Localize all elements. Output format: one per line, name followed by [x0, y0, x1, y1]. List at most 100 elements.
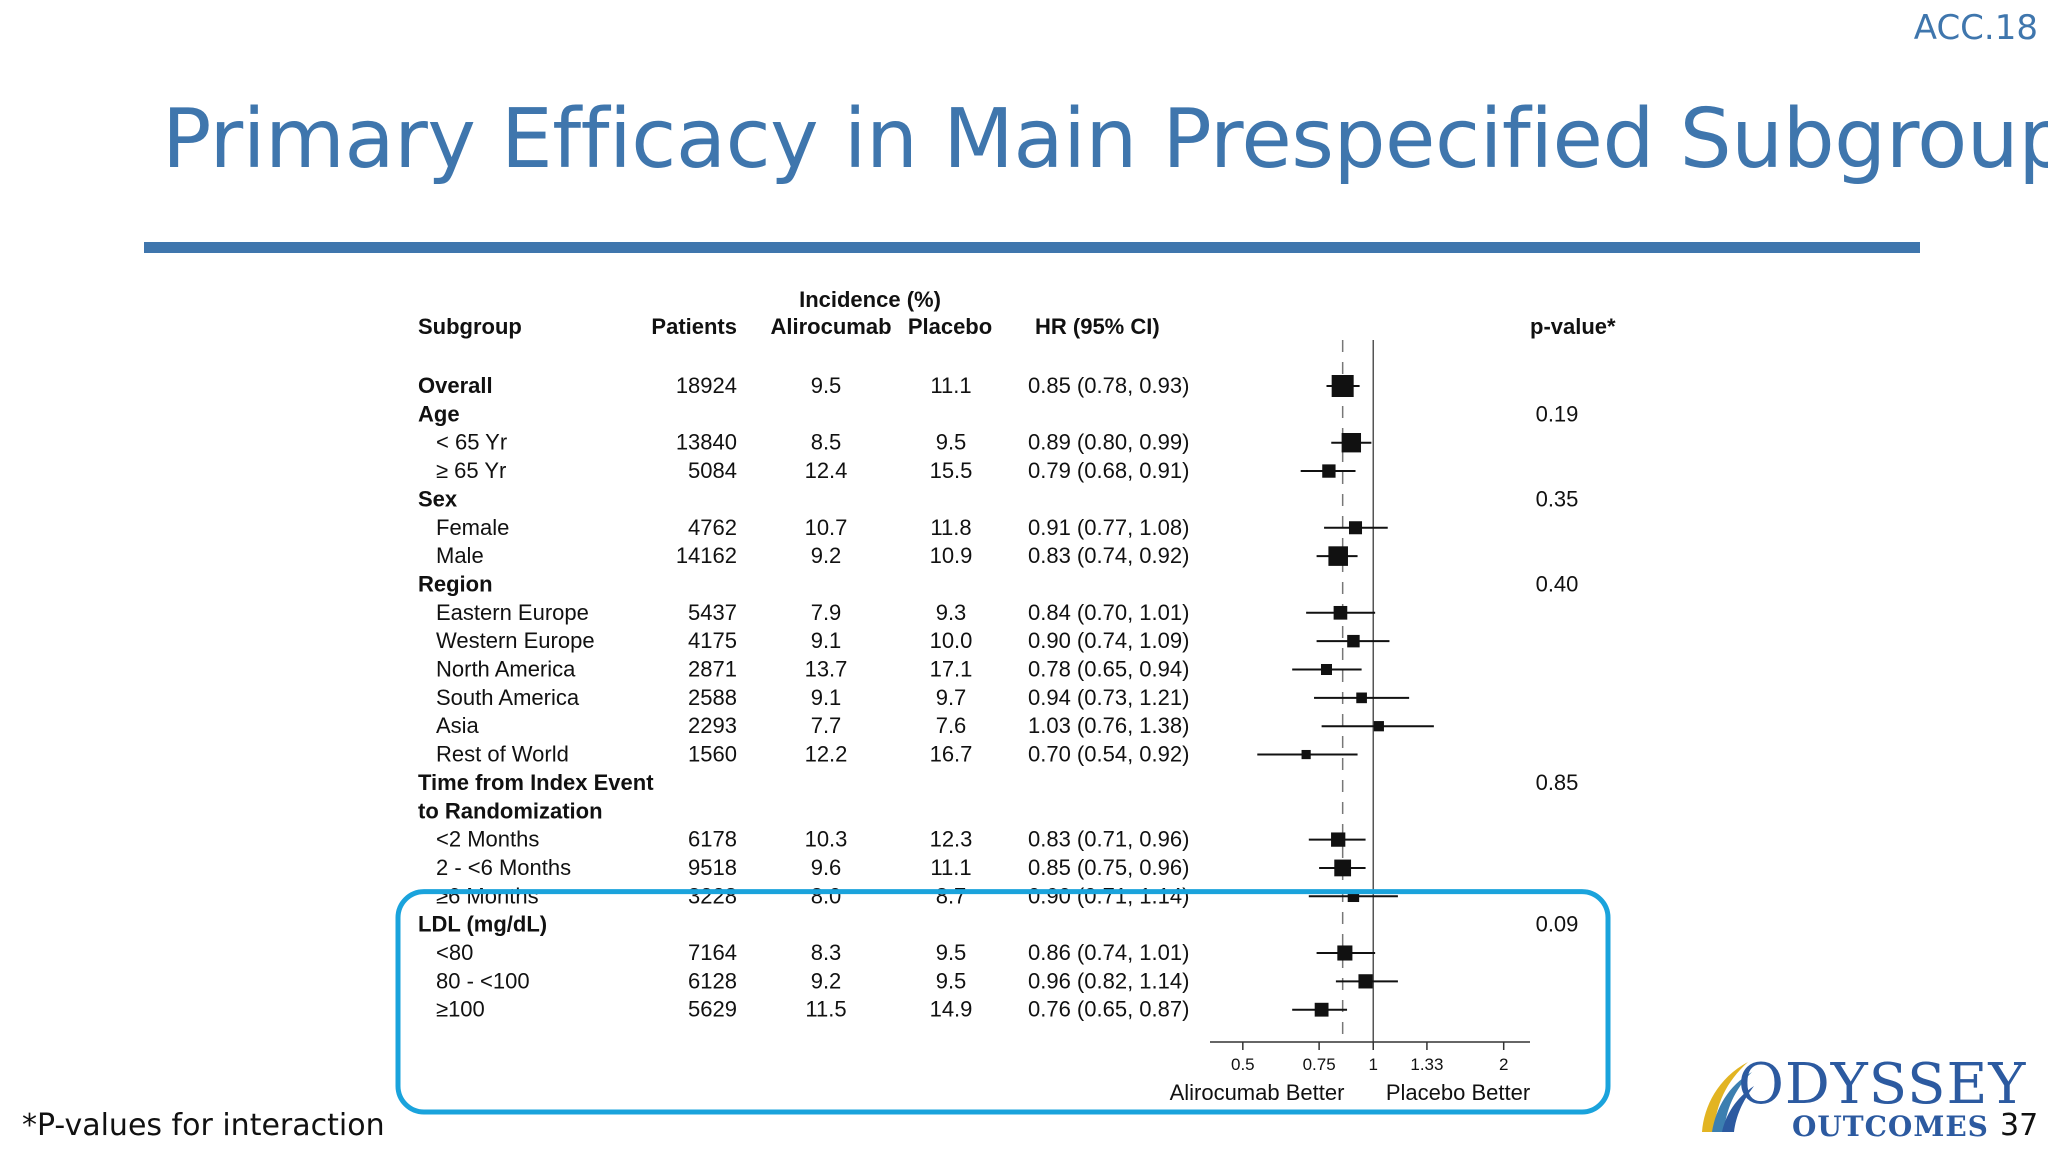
row-label: Eastern Europe — [436, 600, 589, 625]
header-hr: HR (95% CI) — [1035, 314, 1160, 339]
row-hr-ci: 0.70 (0.54, 0.92) — [1028, 742, 1189, 767]
row-alirocumab-incidence: 7.7 — [811, 713, 842, 738]
row-hr-ci: 0.94 (0.73, 1.21) — [1028, 685, 1189, 710]
row-patients: 5084 — [688, 458, 737, 483]
row-patients: 5437 — [688, 600, 737, 625]
row-hr-ci: 0.90 (0.74, 1.09) — [1028, 628, 1189, 653]
hr-point — [1373, 721, 1384, 732]
header-pvalue: p-value* — [1530, 314, 1616, 339]
row-hr-ci: 0.90 (0.71, 1.14) — [1028, 883, 1189, 908]
row-pvalue: 0.19 — [1536, 401, 1579, 426]
header-alirocumab: Alirocumab — [770, 314, 891, 339]
row-heading: Overall — [418, 373, 493, 398]
row-placebo-incidence: 9.5 — [936, 940, 967, 965]
header-placebo: Placebo — [908, 314, 992, 339]
hr-point — [1320, 663, 1333, 676]
x-axis-tick-label: 1 — [1369, 1055, 1378, 1074]
row-heading: Sex — [418, 486, 458, 511]
row-alirocumab-incidence: 8.5 — [811, 430, 842, 455]
row-hr-ci: 0.83 (0.71, 0.96) — [1028, 827, 1189, 852]
row-heading: Time from Index Event — [418, 770, 654, 795]
hr-point — [1337, 945, 1353, 961]
row-hr-ci: 0.85 (0.75, 0.96) — [1028, 855, 1189, 880]
conference-tag: ACC.18 — [1913, 8, 2038, 48]
row-alirocumab-incidence: 13.7 — [805, 657, 848, 682]
row-hr-ci: 0.78 (0.65, 0.94) — [1028, 657, 1189, 682]
row-patients: 18924 — [676, 373, 737, 398]
row-placebo-incidence: 15.5 — [930, 458, 973, 483]
row-alirocumab-incidence: 9.2 — [811, 543, 842, 568]
row-patients: 2293 — [688, 713, 737, 738]
row-pvalue: 0.09 — [1536, 912, 1579, 937]
slide-title: Primary Efficacy in Main Prespecified Su… — [162, 92, 2048, 187]
page-number: 37 — [2000, 1108, 2039, 1143]
hr-point — [1331, 375, 1354, 397]
row-patients: 6128 — [688, 968, 737, 993]
axis-label-alirocumab-better: Alirocumab Better — [1170, 1080, 1345, 1105]
row-placebo-incidence: 10.9 — [930, 543, 973, 568]
row-placebo-incidence: 9.5 — [936, 430, 967, 455]
hr-point — [1333, 605, 1348, 620]
row-placebo-incidence: 9.7 — [936, 685, 967, 710]
row-label: Male — [436, 543, 484, 568]
row-label: North America — [436, 657, 576, 682]
row-label: <2 Months — [436, 827, 539, 852]
row-patients: 6178 — [688, 827, 737, 852]
row-heading: to Randomization — [418, 798, 603, 823]
hr-point — [1322, 464, 1336, 478]
forest-plot-marks — [395, 340, 1611, 1115]
hr-point — [1348, 521, 1363, 535]
row-hr-ci: 0.86 (0.74, 1.01) — [1028, 940, 1189, 965]
row-placebo-incidence: 17.1 — [930, 657, 973, 682]
row-hr-ci: 0.85 (0.78, 0.93) — [1028, 373, 1189, 398]
row-alirocumab-incidence: 12.2 — [805, 742, 848, 767]
row-label: South America — [436, 685, 580, 710]
x-axis-tick-label: 1.33 — [1410, 1055, 1443, 1074]
row-label: ≥6 Months — [436, 883, 539, 908]
row-alirocumab-incidence: 10.3 — [805, 827, 848, 852]
row-placebo-incidence: 14.9 — [930, 997, 973, 1022]
row-alirocumab-incidence: 7.9 — [811, 600, 842, 625]
row-label: ≥ 65 Yr — [436, 458, 506, 483]
forest-plot-axis: 0.5 0.75 1 1.33 2 Alirocumab Better Placebo Be… — [1170, 1041, 1530, 1105]
hr-point — [1314, 1002, 1329, 1017]
header-incidence: Incidence (%) — [799, 287, 941, 312]
row-alirocumab-incidence: 9.5 — [811, 373, 842, 398]
row-placebo-incidence: 9.5 — [936, 968, 967, 993]
hr-point — [1328, 546, 1348, 566]
logo-line1: ODYSSEY — [1738, 1052, 2027, 1117]
row-placebo-incidence: 8.7 — [936, 883, 967, 908]
row-patients: 1560 — [688, 742, 737, 767]
hr-point — [1331, 832, 1346, 847]
row-placebo-incidence: 12.3 — [930, 827, 973, 852]
row-hr-ci: 0.91 (0.77, 1.08) — [1028, 515, 1189, 540]
hr-point — [1347, 890, 1360, 903]
row-label: Rest of World — [436, 742, 569, 767]
row-patients: 2588 — [688, 685, 737, 710]
title-divider — [144, 242, 1920, 253]
row-hr-ci: 0.89 (0.80, 0.99) — [1028, 430, 1189, 455]
row-hr-ci: 1.03 (0.76, 1.38) — [1028, 713, 1189, 738]
row-placebo-incidence: 11.1 — [930, 855, 971, 880]
row-label: < 65 Yr — [436, 430, 507, 455]
row-alirocumab-incidence: 12.4 — [805, 458, 848, 483]
row-alirocumab-incidence: 8.0 — [811, 883, 842, 908]
hr-point — [1301, 749, 1311, 760]
x-axis-tick-label: 0.75 — [1303, 1055, 1336, 1074]
hr-point — [1334, 859, 1352, 877]
header-subgroup: Subgroup — [418, 314, 522, 339]
row-patients: 4762 — [688, 515, 737, 540]
logo-line2: OUTCOMES — [1792, 1110, 1989, 1143]
row-placebo-incidence: 11.1 — [930, 373, 971, 398]
row-patients: 13840 — [676, 430, 737, 455]
row-pvalue: 0.35 — [1536, 486, 1579, 511]
row-patients: 5629 — [688, 997, 737, 1022]
header-patients: Patients — [651, 314, 737, 339]
row-patients: 4175 — [688, 628, 737, 653]
ldl-highlight-box — [395, 889, 1611, 1115]
row-placebo-incidence: 16.7 — [930, 742, 973, 767]
row-label: <80 — [436, 940, 473, 965]
row-alirocumab-incidence: 8.3 — [811, 940, 842, 965]
row-alirocumab-incidence: 10.7 — [805, 515, 848, 540]
